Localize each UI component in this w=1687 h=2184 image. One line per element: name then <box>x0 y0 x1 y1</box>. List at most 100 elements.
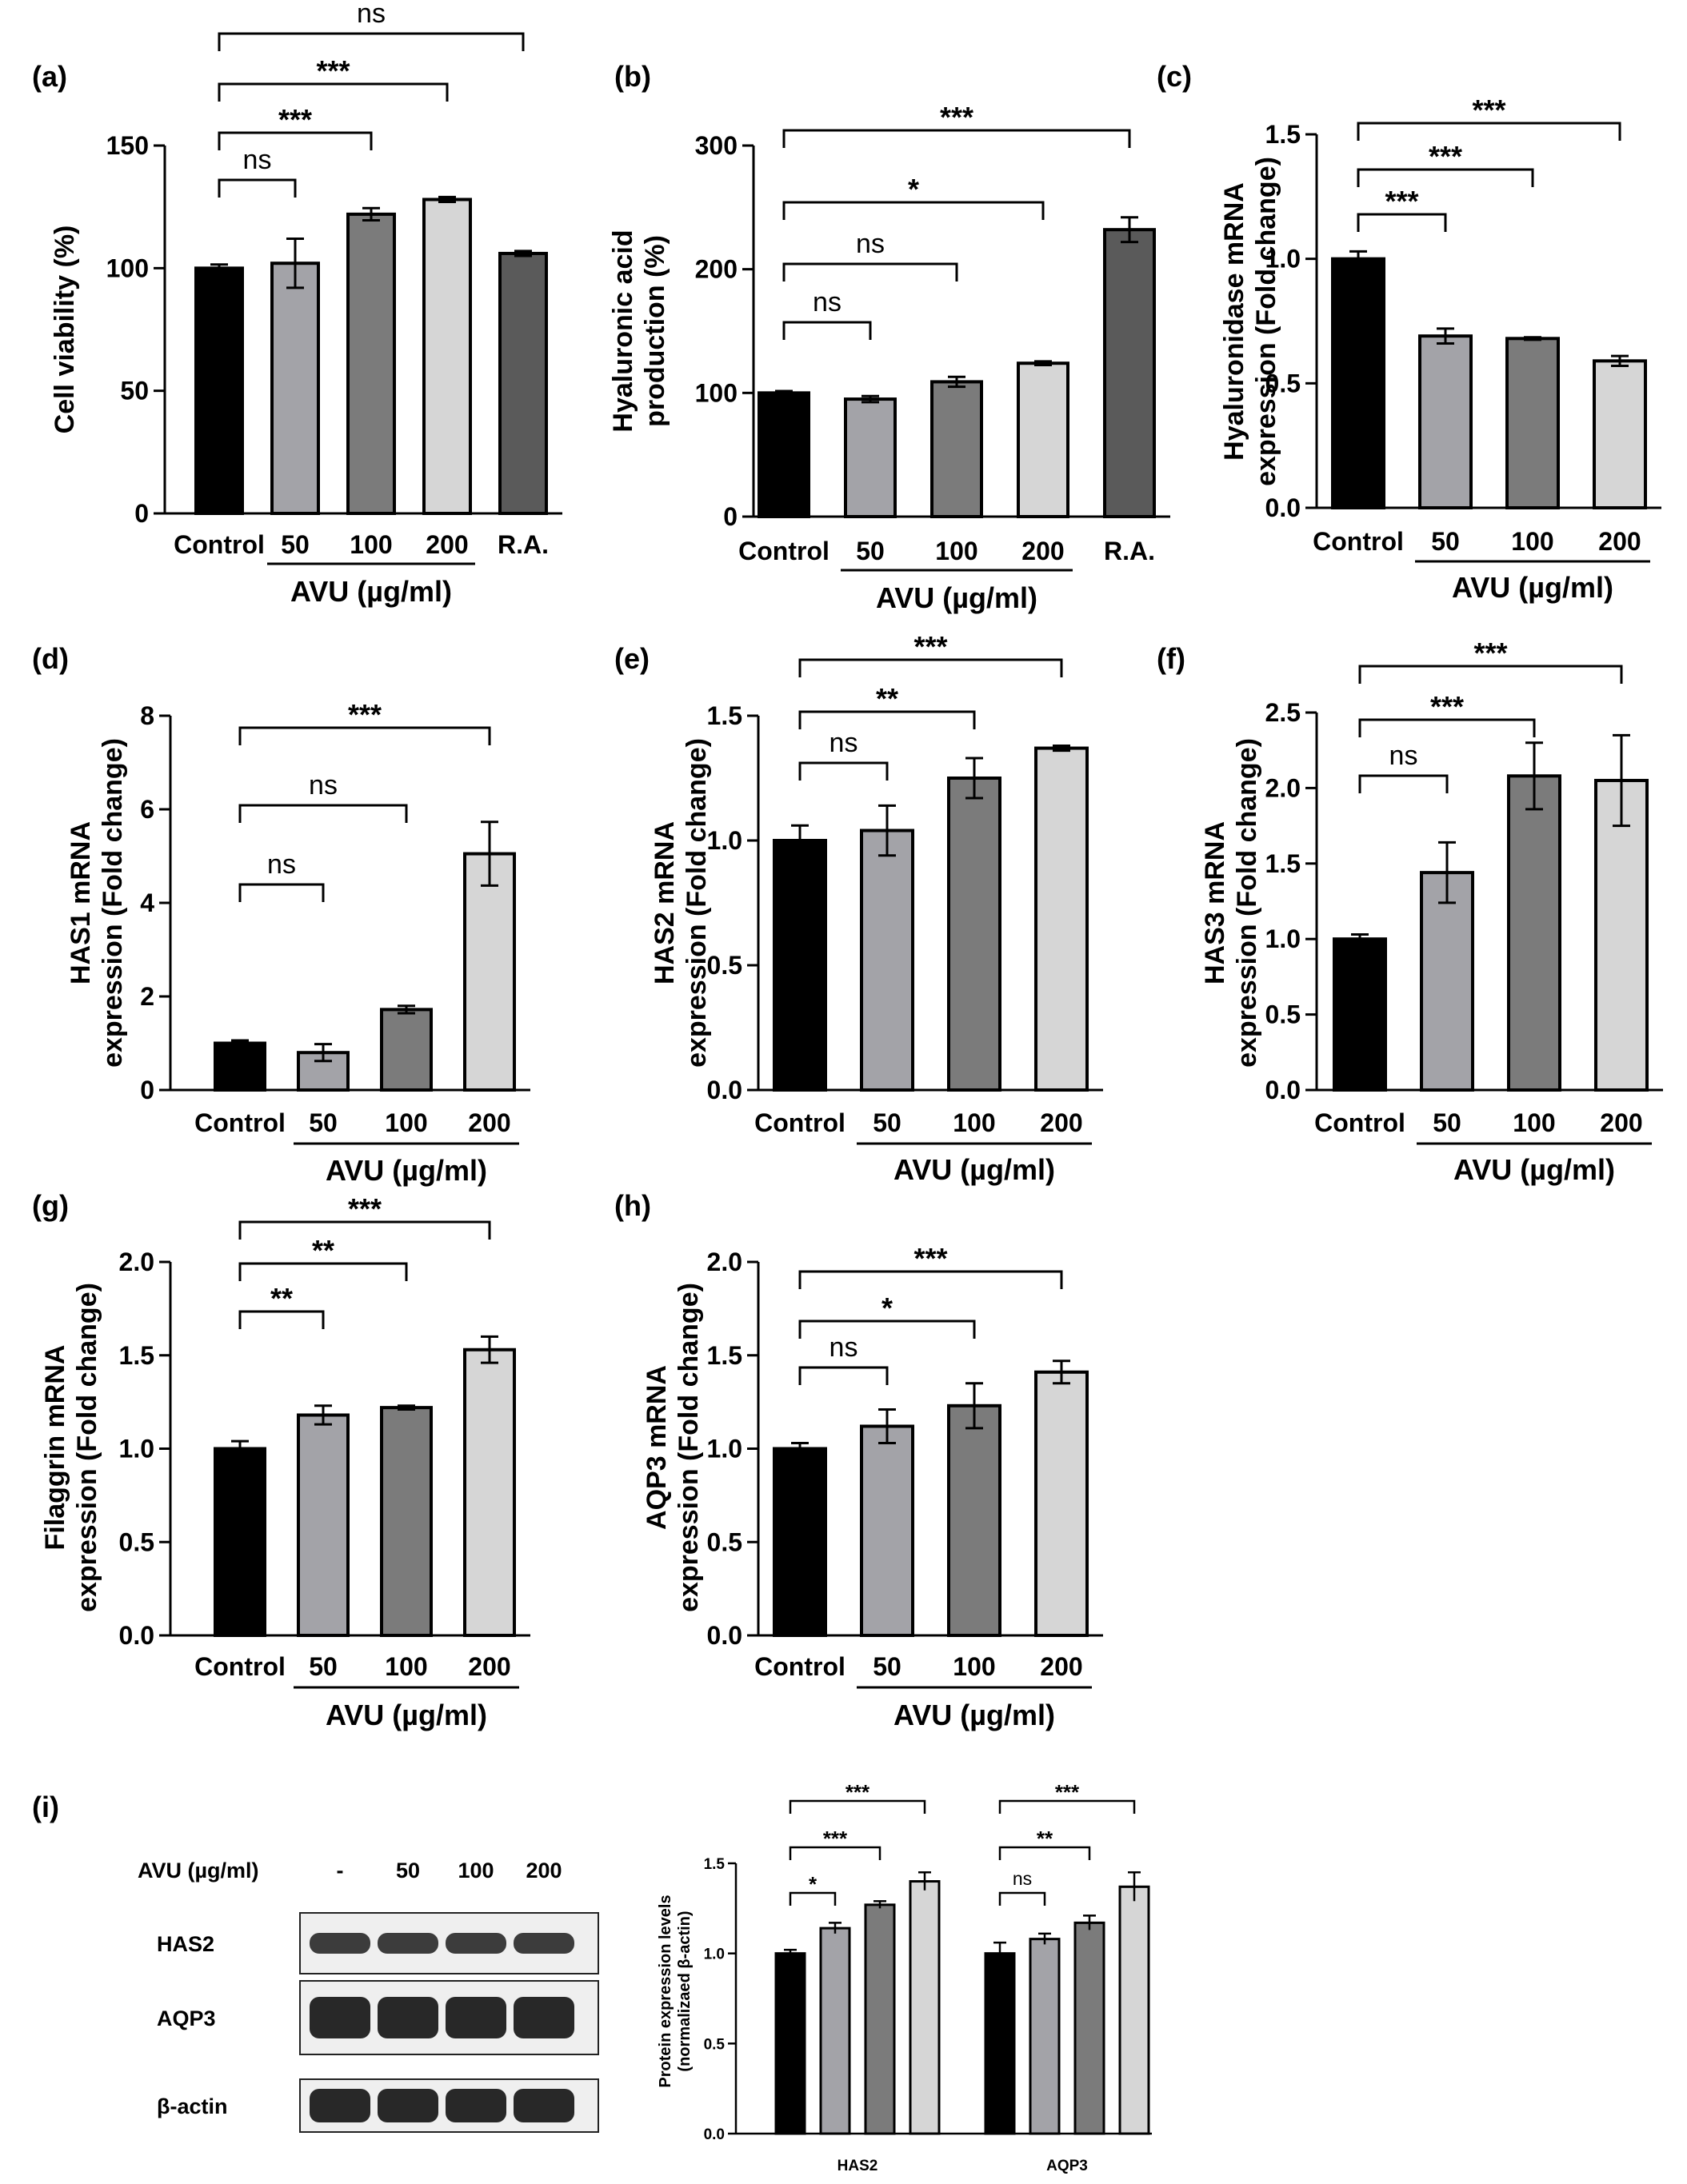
significance-label: *** <box>348 698 382 731</box>
x-tick-label: 50 <box>309 1108 338 1137</box>
x-tick-label: 50 <box>1431 527 1460 556</box>
bar-Control <box>1333 937 1387 1092</box>
bar-100 <box>930 380 983 518</box>
y-tick-label: 1.0 <box>1265 245 1301 273</box>
blot-lane-label: 100 <box>458 1859 494 1883</box>
significance-label: *** <box>348 1192 382 1225</box>
y-tick-label: 0.5 <box>119 1527 154 1556</box>
y-axis-label: Protein expression levels (normalizaed β-… <box>657 1895 694 2087</box>
panel-label-e: (e) <box>614 642 650 675</box>
significance-bracket <box>998 1799 1136 1814</box>
y-tick-label: 0.0 <box>707 1621 742 1650</box>
significance-bracket <box>238 804 408 823</box>
y-axis-label: Hyaluronidase mRNAexpression (Fold chang… <box>1219 157 1281 486</box>
significance-bracket <box>1357 122 1621 141</box>
x-tick-label: 100 <box>953 1108 995 1137</box>
significance-bracket <box>1358 718 1536 737</box>
bar-200 <box>1034 746 1089 1092</box>
x-tick-label: 50 <box>856 537 885 565</box>
bar-200 <box>422 198 472 515</box>
significance-label: *** <box>278 103 312 136</box>
y-tick-label: 0.5 <box>1265 1000 1301 1029</box>
x-tick-label: Control <box>754 1652 845 1681</box>
y-axis-label: Cell viability (%) <box>50 226 80 434</box>
significance-label: ns <box>856 229 885 259</box>
y-tick-label: 8 <box>140 701 154 730</box>
y-axis-label-line: Hyaluronic acid <box>608 230 638 432</box>
x-tick-label: Control <box>1314 1108 1405 1137</box>
bar-Control <box>773 839 827 1092</box>
x-tick-label: 200 <box>1598 527 1641 556</box>
significance-bracket <box>789 1846 881 1860</box>
panel-label-i: (i) <box>32 1791 59 1823</box>
y-tick-label: 150 <box>106 131 149 160</box>
y-tick-label: 100 <box>695 378 738 407</box>
y-tick-label: 4 <box>140 888 154 917</box>
y-axis-label-line: HAS1 mRNA <box>66 821 96 984</box>
significance-label: *** <box>1430 690 1464 723</box>
significance-label: ns <box>813 287 842 317</box>
y-axis-label-line: HAS3 mRNA <box>1200 821 1230 984</box>
significance-bracket <box>218 131 373 150</box>
x-tick-label: 50 <box>281 530 310 559</box>
bar-AQP3-200 <box>1118 1885 1150 2135</box>
panel-label-a: (a) <box>32 60 67 93</box>
panel-c: (c) 0.0 0.5 1.0 1.5 Hyaluronidase mRNAexpress… <box>1157 60 1661 604</box>
y-axis-label-line: expression (Fold change) <box>682 738 712 1068</box>
significance-bracket <box>218 32 525 51</box>
significance-label: ns <box>1013 1868 1032 1889</box>
y-tick-label: 0.5 <box>704 2036 726 2053</box>
significance-bracket <box>782 129 1131 148</box>
group-label: AVU (µg/ml) <box>290 575 452 608</box>
significance-label: *** <box>913 1242 947 1275</box>
bar-R.A. <box>498 251 548 515</box>
y-axis-label-line: Filaggrin mRNA <box>40 1345 70 1551</box>
bar-50 <box>1420 871 1474 1092</box>
y-tick-label: 2.0 <box>707 1248 742 1276</box>
bar-200 <box>1034 1370 1089 1637</box>
x-tick-label: Control <box>754 1108 845 1137</box>
y-tick-label: 2.5 <box>1265 698 1301 727</box>
blot-lane-label: 200 <box>526 1859 562 1883</box>
x-tick-label: 200 <box>468 1652 510 1681</box>
blot-band <box>446 2089 506 2122</box>
x-tick-label: 50 <box>309 1652 338 1681</box>
significance-label: ns <box>1389 741 1418 771</box>
x-tick-label: 100 <box>350 530 392 559</box>
significance-label: *** <box>913 630 947 663</box>
y-tick-label: 100 <box>106 254 149 282</box>
y-axis-label: AQP3 mRNAexpression (Fold change) <box>642 1283 704 1612</box>
significance-label: ns <box>243 145 272 175</box>
x-tick-label: R.A. <box>1104 537 1155 565</box>
x-tick-label: 100 <box>953 1652 995 1681</box>
y-axis-label-line: (normalizaed β-actin) <box>676 1911 694 2071</box>
significance-label: ns <box>309 770 338 801</box>
significance-label: ** <box>1037 1827 1053 1851</box>
y-tick-label: 0.0 <box>1265 493 1301 522</box>
panel-d: (d) 0 2 4 6 8 HAS1 mRNAexpression (Fold change… <box>32 642 530 1187</box>
y-axis-label-line: Cell viability (%) <box>50 226 80 434</box>
blot-band <box>378 1997 438 2038</box>
significance-bracket <box>998 1891 1046 1906</box>
x-tick-label: 50 <box>873 1108 901 1137</box>
y-axis-label-line: expression (Fold change) <box>674 1283 704 1612</box>
y-tick-label: 1.5 <box>1265 120 1301 149</box>
panel-label-f: (f) <box>1157 642 1185 675</box>
x-tick-label: Control <box>194 1652 286 1681</box>
y-tick-label: 6 <box>140 795 154 824</box>
panel-label-c: (c) <box>1157 60 1192 93</box>
bar-50 <box>844 397 897 519</box>
bar-50 <box>270 262 320 515</box>
y-axis-label: HAS2 mRNAexpression (Fold change) <box>650 738 712 1068</box>
y-axis-label: Hyaluronic acidproduction (%) <box>608 230 670 432</box>
significance-bracket <box>1357 213 1447 232</box>
bar-Control <box>773 1447 827 1637</box>
significance-label: *** <box>1429 140 1462 173</box>
bar-100 <box>947 777 1001 1092</box>
panel-g: (g) 0.0 0.5 1.0 1.5 2.0 Filaggrin mRNAexpressi… <box>32 1189 530 1731</box>
panel-label-b: (b) <box>614 60 651 93</box>
panel-e: (e) 0.0 0.5 1.0 1.5 HAS2 mRNAexpression (Fold… <box>614 630 1103 1186</box>
significance-label: ** <box>876 682 898 715</box>
significance-bracket <box>798 658 1063 677</box>
x-tick-label: 200 <box>1040 1652 1082 1681</box>
